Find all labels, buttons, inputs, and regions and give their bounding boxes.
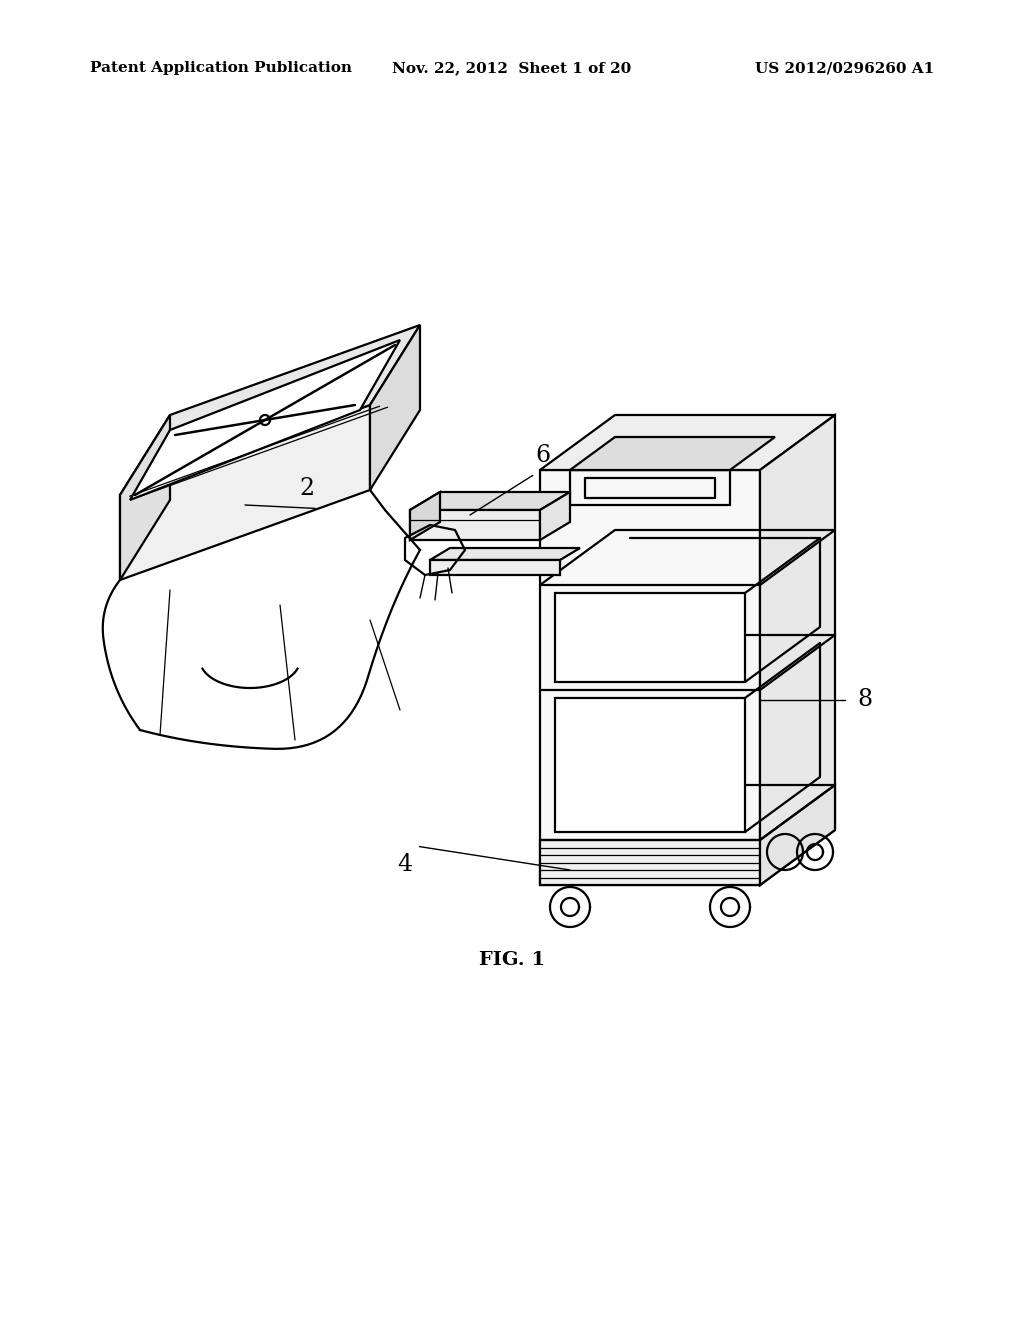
Polygon shape xyxy=(555,698,745,832)
Text: Nov. 22, 2012  Sheet 1 of 20: Nov. 22, 2012 Sheet 1 of 20 xyxy=(392,61,632,75)
Polygon shape xyxy=(540,470,760,884)
Polygon shape xyxy=(410,492,570,510)
Polygon shape xyxy=(540,414,835,470)
Text: Patent Application Publication: Patent Application Publication xyxy=(90,61,352,75)
Text: US 2012/0296260 A1: US 2012/0296260 A1 xyxy=(755,61,934,75)
Text: FIG. 1: FIG. 1 xyxy=(479,950,545,969)
Text: 6: 6 xyxy=(536,444,550,467)
Polygon shape xyxy=(120,405,370,579)
Polygon shape xyxy=(760,785,835,884)
Polygon shape xyxy=(430,548,580,560)
Polygon shape xyxy=(370,325,420,490)
Text: 4: 4 xyxy=(397,853,412,876)
Polygon shape xyxy=(410,492,440,540)
Polygon shape xyxy=(130,341,400,500)
Polygon shape xyxy=(120,325,420,495)
Polygon shape xyxy=(760,414,835,884)
Polygon shape xyxy=(570,437,775,470)
Text: 2: 2 xyxy=(300,477,314,500)
Text: 8: 8 xyxy=(858,688,872,711)
Polygon shape xyxy=(410,510,540,540)
Polygon shape xyxy=(120,414,170,579)
Polygon shape xyxy=(430,560,560,576)
Polygon shape xyxy=(540,840,760,884)
Polygon shape xyxy=(555,593,745,682)
Polygon shape xyxy=(540,492,570,540)
